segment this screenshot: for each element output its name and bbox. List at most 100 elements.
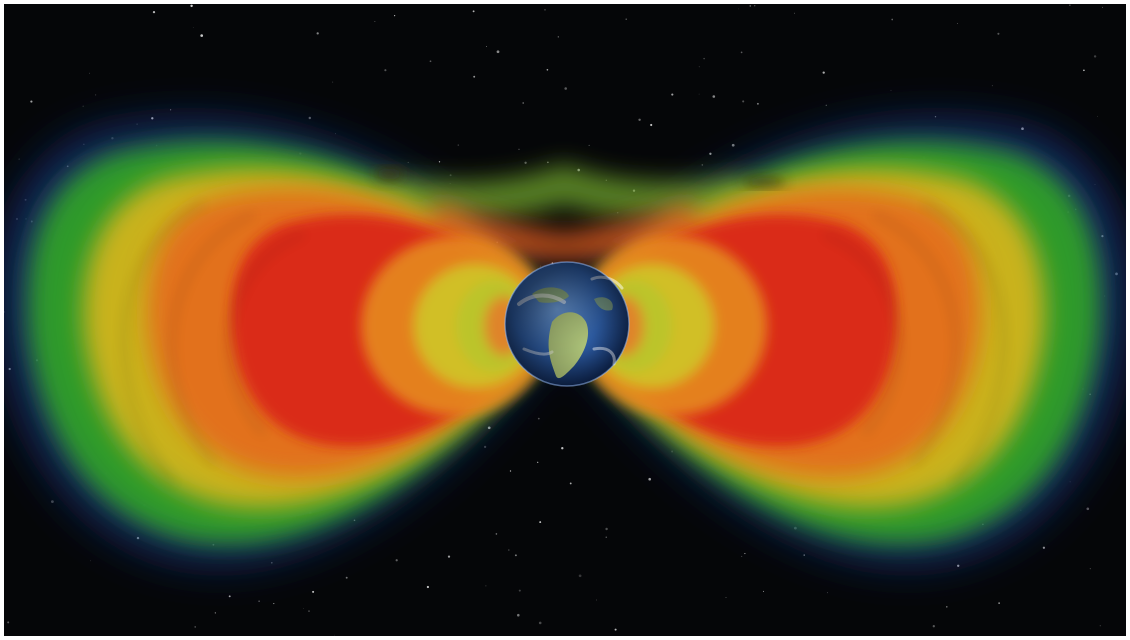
star <box>374 21 376 22</box>
star <box>803 554 805 556</box>
star <box>473 75 476 78</box>
star <box>537 417 540 420</box>
star <box>744 553 746 555</box>
star <box>270 561 273 564</box>
star <box>826 592 828 594</box>
star <box>638 118 641 122</box>
star <box>825 104 827 106</box>
star <box>703 57 705 60</box>
star <box>537 461 539 463</box>
star <box>82 105 84 107</box>
star <box>741 555 743 557</box>
star <box>517 613 520 617</box>
star <box>90 560 91 562</box>
star <box>561 447 564 450</box>
star <box>228 595 231 598</box>
star <box>426 585 430 589</box>
star <box>749 5 752 7</box>
star <box>332 81 334 83</box>
star <box>539 521 542 524</box>
star <box>725 597 727 598</box>
star <box>547 161 549 164</box>
star <box>957 564 960 567</box>
star <box>1083 69 1085 72</box>
star <box>518 148 520 150</box>
star <box>273 603 275 605</box>
star <box>449 174 452 177</box>
star <box>258 600 260 602</box>
star <box>483 445 487 449</box>
star <box>946 606 948 608</box>
star <box>742 100 745 103</box>
star <box>709 152 712 155</box>
star <box>564 87 567 90</box>
star <box>1089 568 1091 570</box>
star <box>214 612 216 614</box>
star <box>754 5 756 7</box>
star <box>1099 625 1101 627</box>
star <box>136 123 138 125</box>
star <box>514 554 517 557</box>
image-frame <box>4 4 1126 636</box>
star <box>625 18 627 20</box>
star <box>712 95 716 98</box>
star <box>334 634 335 636</box>
star <box>701 164 704 166</box>
star <box>384 69 387 72</box>
star <box>192 27 194 28</box>
star <box>524 161 527 164</box>
star <box>890 89 892 91</box>
star <box>557 36 559 38</box>
star <box>546 68 549 71</box>
star <box>794 12 795 14</box>
star <box>991 85 993 87</box>
star <box>1021 127 1024 131</box>
star <box>522 102 525 104</box>
star <box>151 117 154 120</box>
star <box>429 60 432 63</box>
star <box>485 46 487 47</box>
star <box>194 626 196 628</box>
star <box>698 93 700 95</box>
star <box>998 602 1000 604</box>
star <box>544 9 546 11</box>
star <box>457 144 460 146</box>
star <box>698 66 700 68</box>
star <box>891 18 894 21</box>
star <box>756 102 759 105</box>
star <box>335 133 336 135</box>
star <box>18 158 20 160</box>
star <box>447 555 451 558</box>
star <box>1069 481 1071 483</box>
belt-texture <box>122 202 1006 485</box>
star <box>308 610 310 612</box>
star <box>89 72 90 74</box>
star <box>302 608 304 609</box>
star <box>7 621 10 624</box>
star <box>671 450 674 453</box>
inner-belt <box>361 236 767 416</box>
star <box>997 32 1000 35</box>
star <box>30 100 33 103</box>
star <box>485 585 487 587</box>
star <box>934 116 937 118</box>
star <box>152 10 156 14</box>
star <box>170 109 172 111</box>
star <box>578 574 582 578</box>
star <box>538 621 542 625</box>
star <box>1102 6 1103 8</box>
star <box>95 94 97 96</box>
star <box>496 50 500 54</box>
star <box>487 426 491 430</box>
star <box>740 51 743 54</box>
star <box>731 143 735 147</box>
belt-smudges <box>375 168 786 187</box>
star <box>509 470 512 472</box>
star <box>495 533 498 535</box>
star <box>1042 546 1046 549</box>
star <box>1093 55 1097 58</box>
star <box>596 599 597 601</box>
star <box>605 527 608 531</box>
star <box>605 536 607 538</box>
star <box>650 123 653 127</box>
